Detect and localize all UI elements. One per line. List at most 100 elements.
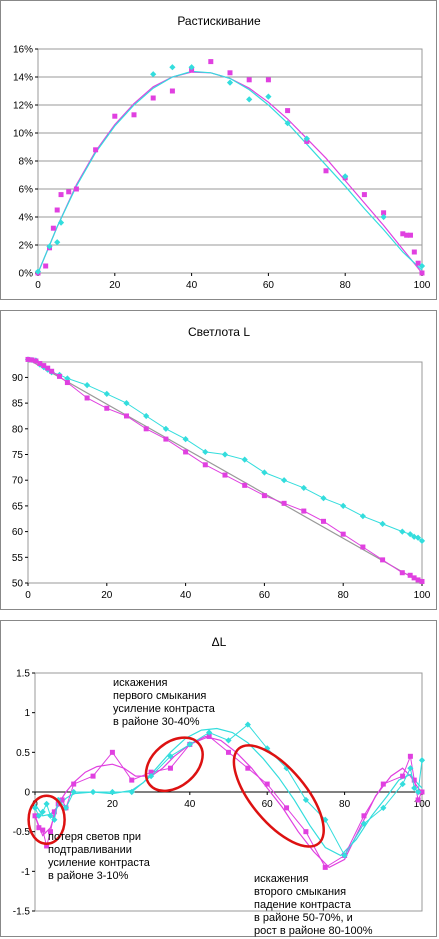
annotation-line: искажения bbox=[254, 873, 309, 885]
x-tick-label: 80 bbox=[340, 280, 352, 291]
data-point bbox=[50, 225, 56, 231]
data-point bbox=[245, 765, 251, 771]
data-point bbox=[323, 168, 329, 174]
y-tick-label: 12% bbox=[13, 101, 33, 112]
x-tick-label: 100 bbox=[414, 590, 431, 601]
y-tick-label: 14% bbox=[13, 73, 33, 84]
x-tick-label: 20 bbox=[107, 799, 119, 810]
delta-l-chart: ΔL-1.5-1-0.500.511.50 20 40 60 80 100 bbox=[13, 635, 431, 918]
annotation-line: усиление контраста bbox=[113, 703, 215, 715]
data-point bbox=[45, 365, 51, 371]
y-tick-label: 8% bbox=[19, 157, 34, 168]
data-point bbox=[415, 577, 421, 583]
data-point bbox=[321, 518, 326, 524]
data-point bbox=[284, 120, 291, 127]
y-tick-label: 1 bbox=[24, 708, 30, 719]
data-point bbox=[32, 813, 38, 819]
x-tick-label: 60 bbox=[259, 590, 271, 601]
data-point bbox=[202, 462, 208, 468]
data-point bbox=[143, 426, 149, 432]
data-point bbox=[90, 773, 96, 779]
chart-title: Светлота L bbox=[188, 325, 250, 339]
x-tick-label: 40 bbox=[184, 799, 196, 810]
x-tick-label: 80 bbox=[338, 590, 350, 601]
data-point bbox=[58, 192, 64, 198]
data-point bbox=[381, 210, 387, 216]
data-point bbox=[380, 213, 387, 221]
annotation-line: в районе 50-70%, и bbox=[254, 912, 353, 924]
data-point bbox=[399, 570, 405, 576]
data-point bbox=[129, 777, 135, 783]
y-tick-label: 0% bbox=[19, 269, 34, 280]
data-point bbox=[162, 425, 169, 432]
dot-gain-chart: Растискивание 0% 2% 4% 6% 8% 10% 12% 14% 16% 0 20 40… bbox=[13, 14, 431, 291]
y-tick-label: 80 bbox=[12, 424, 24, 435]
data-point bbox=[246, 77, 252, 83]
data-point bbox=[411, 249, 417, 255]
data-point bbox=[182, 435, 189, 443]
data-point bbox=[361, 192, 367, 198]
data-point bbox=[41, 363, 47, 369]
data-point bbox=[202, 448, 209, 456]
y-tick-label: 70 bbox=[12, 476, 24, 487]
data-point bbox=[112, 113, 118, 119]
data-point bbox=[285, 108, 291, 114]
data-point bbox=[167, 765, 173, 771]
data-point bbox=[281, 500, 287, 506]
data-point bbox=[206, 733, 212, 739]
data-point bbox=[407, 572, 413, 578]
data-point bbox=[70, 788, 77, 796]
data-point bbox=[411, 777, 417, 783]
data-point bbox=[360, 544, 366, 550]
y-tick-label: 0.5 bbox=[16, 748, 30, 759]
annotation-highlight-loss: потеря светов при подтравливании усилени… bbox=[48, 831, 150, 883]
data-point bbox=[264, 745, 271, 752]
data-point bbox=[89, 788, 97, 796]
data-point bbox=[226, 749, 231, 755]
annotation-line: падение контраста bbox=[254, 899, 351, 911]
y-tick-label: -1 bbox=[21, 867, 30, 878]
data-point bbox=[246, 96, 253, 103]
data-point bbox=[59, 797, 65, 803]
data-point bbox=[44, 843, 50, 849]
x-tick-label: 100 bbox=[414, 280, 431, 291]
trend-curve bbox=[37, 71, 423, 274]
plot-area bbox=[27, 361, 423, 584]
annotation-line: подтравливании bbox=[48, 844, 132, 856]
chart-panel-dot-gain: Растискивание 0% 2% 4% 6% 8% 10% 12% 14% 16% 0 20 40… bbox=[0, 0, 437, 300]
data-point bbox=[415, 260, 421, 266]
data-point bbox=[322, 864, 328, 870]
data-point bbox=[227, 70, 233, 76]
annotation-line: рост в районе 80-100% bbox=[254, 925, 373, 937]
data-point bbox=[419, 578, 425, 584]
chart-title: ΔL bbox=[212, 635, 227, 649]
data-point bbox=[303, 829, 309, 835]
data-point bbox=[46, 243, 53, 250]
y-tick-label: 2% bbox=[19, 241, 34, 252]
data-point bbox=[109, 788, 116, 796]
data-point bbox=[84, 382, 91, 389]
x-tick-label: 20 bbox=[101, 590, 113, 601]
data-point bbox=[419, 789, 425, 795]
data-point bbox=[33, 358, 39, 364]
data-point bbox=[55, 801, 61, 807]
data-point bbox=[322, 816, 329, 823]
annotation-line: второго смыкания bbox=[254, 886, 347, 898]
data-point bbox=[415, 797, 421, 803]
x-tick-label: 0 bbox=[35, 280, 41, 291]
data-point bbox=[222, 472, 228, 478]
data-point bbox=[301, 508, 307, 514]
data-point bbox=[66, 189, 72, 195]
data-point bbox=[265, 93, 272, 100]
data-point bbox=[93, 147, 99, 153]
data-point bbox=[36, 825, 42, 831]
data-point bbox=[264, 781, 270, 787]
data-point bbox=[400, 773, 406, 779]
data-point bbox=[43, 800, 50, 807]
data-point bbox=[320, 495, 327, 502]
data-point bbox=[51, 816, 58, 823]
annotation-line: искажения bbox=[113, 677, 168, 689]
data-point bbox=[103, 390, 110, 397]
data-point bbox=[261, 493, 267, 499]
x-tick-label: 80 bbox=[339, 799, 351, 810]
